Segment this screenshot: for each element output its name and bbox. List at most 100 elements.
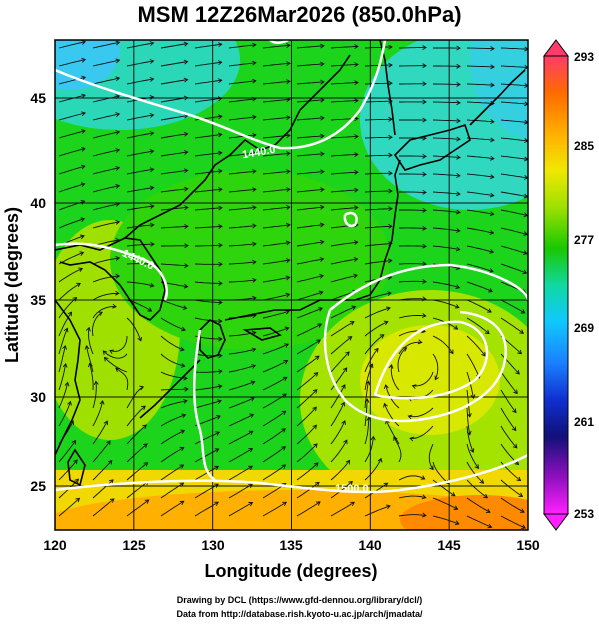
streamline-arrowhead — [107, 459, 113, 465]
streamline-arrowhead — [286, 169, 291, 175]
streamline — [262, 170, 290, 175]
streamline — [58, 311, 72, 337]
streamline-arrowhead — [93, 380, 99, 386]
streamline-arrowhead — [316, 339, 321, 344]
streamline — [330, 306, 356, 319]
streamline-arrowhead — [317, 323, 323, 328]
streamline-arrowhead — [417, 339, 423, 345]
streamline — [433, 83, 461, 85]
x-tick-label: 135 — [279, 537, 303, 553]
colorbar-top-arrow — [543, 39, 569, 57]
streamline-arrowhead — [183, 283, 189, 289]
streamline-arrowhead — [214, 465, 220, 471]
streamline-arrowhead — [218, 353, 223, 359]
streamline-arrowhead — [216, 399, 222, 405]
streamline-arrowhead — [421, 313, 427, 318]
streamline-arrowhead — [364, 398, 370, 403]
streamline — [58, 183, 85, 193]
streamline — [364, 321, 388, 337]
streamline-arrowhead — [474, 464, 480, 470]
streamline-arrowhead — [218, 187, 223, 192]
streamline-arrowhead — [143, 462, 149, 467]
streamline-arrowhead — [286, 79, 291, 85]
streamline — [262, 464, 286, 481]
streamline — [160, 188, 188, 193]
streamline — [58, 497, 80, 517]
streamline-arrowhead — [102, 350, 108, 356]
streamline — [296, 171, 324, 175]
streamline-arrowhead — [422, 99, 427, 105]
streamline — [160, 388, 189, 391]
streamline-arrowhead — [402, 347, 408, 352]
streamline — [330, 420, 346, 445]
colorbar-tick-label: 277 — [574, 233, 594, 247]
streamline — [330, 402, 345, 427]
streamline — [109, 335, 128, 352]
streamline — [296, 501, 321, 517]
streamline — [500, 299, 525, 314]
streamline-arrowhead — [520, 309, 526, 314]
streamline-arrowhead — [370, 435, 376, 441]
streamline — [296, 275, 324, 283]
streamline-arrowhead — [218, 318, 223, 324]
streamline-arrowhead — [184, 263, 189, 269]
streamline-arrowhead — [76, 282, 81, 288]
streamline-arrowhead — [285, 275, 291, 281]
streamline — [432, 515, 459, 525]
colorbar-gradient — [543, 55, 569, 515]
streamline — [399, 191, 427, 193]
streamline — [228, 279, 256, 283]
streamline — [58, 112, 86, 121]
streamline-arrowhead — [98, 311, 103, 316]
streamline-arrowhead — [72, 297, 78, 302]
streamline — [228, 98, 256, 103]
streamline — [398, 514, 426, 517]
streamline-arrowhead — [320, 187, 325, 193]
streamline — [58, 401, 71, 427]
streamline — [500, 317, 524, 334]
streamline — [262, 224, 290, 229]
streamline — [92, 77, 120, 85]
streamline-arrowhead — [512, 408, 517, 414]
streamline — [364, 399, 368, 427]
streamline — [228, 170, 256, 175]
streamline-arrowhead — [388, 188, 393, 194]
streamline-arrowhead — [286, 97, 291, 103]
streamline-arrowhead — [422, 171, 427, 177]
streamline-arrowhead — [182, 305, 188, 311]
streamline-arrowhead — [248, 502, 254, 507]
streamline-arrowhead — [456, 118, 461, 124]
streamline-arrowhead — [112, 303, 117, 309]
streamline — [228, 116, 256, 121]
streamline — [466, 353, 480, 379]
streamline — [126, 481, 149, 499]
streamline — [160, 61, 188, 67]
streamline-arrowhead — [353, 256, 359, 262]
streamline — [160, 414, 186, 427]
streamline-arrowhead — [453, 505, 459, 510]
streamline-arrowhead — [374, 347, 379, 353]
streamline-arrowhead — [62, 363, 68, 368]
streamline-arrowhead — [81, 57, 87, 63]
streamline-arrowhead — [214, 501, 219, 506]
streamline — [500, 389, 517, 413]
streamline-arrowhead — [183, 375, 188, 381]
streamline — [262, 310, 290, 319]
streamline-arrowhead — [81, 93, 86, 99]
streamline-arrowhead — [218, 224, 223, 229]
streamline-arrowhead — [80, 164, 86, 170]
streamline-arrowhead — [319, 239, 325, 245]
streamline-arrowhead — [217, 78, 223, 84]
streamline-arrowhead — [320, 79, 325, 85]
streamline-arrowhead — [252, 259, 257, 265]
streamline-arrowhead — [183, 77, 189, 83]
streamline-arrowhead — [115, 201, 121, 207]
streamline-arrowhead — [422, 63, 427, 69]
streamline-arrowhead — [137, 336, 143, 342]
streamline — [364, 417, 370, 445]
streamline-arrowhead — [319, 257, 325, 262]
streamline-arrowhead — [354, 187, 359, 193]
y-tick-label: 35 — [30, 292, 46, 308]
streamline-arrowhead — [313, 372, 319, 377]
streamline — [194, 483, 219, 499]
